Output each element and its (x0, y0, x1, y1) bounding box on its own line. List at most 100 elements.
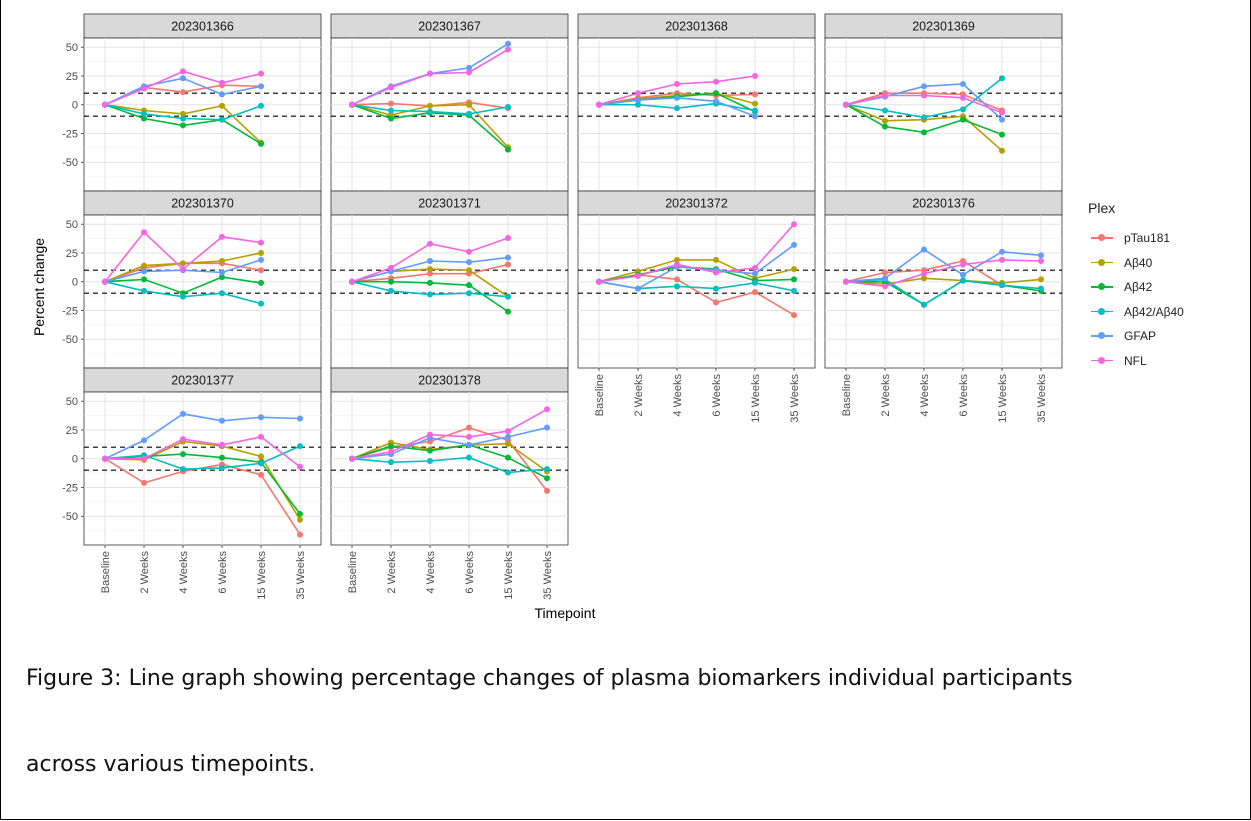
x-tick-label: 6 Weeks (711, 374, 723, 417)
data-point (999, 147, 1005, 154)
panel-202301378: 202301378 Baseline 2 Weeks 4 Weeks 6 Weeks 15… (330, 367, 569, 600)
y-tick-label: 50 (66, 396, 78, 408)
data-point (427, 431, 433, 438)
data-point (505, 261, 511, 268)
data-point (752, 279, 758, 286)
data-point (1038, 258, 1044, 265)
data-point (505, 40, 511, 47)
data-point (882, 117, 888, 124)
x-tick-label: 35 Weeks (789, 374, 801, 423)
panel-strip (330, 367, 569, 393)
data-point (713, 256, 719, 263)
data-point (388, 264, 394, 271)
panel-strip (577, 13, 816, 39)
data-point (752, 107, 758, 114)
legend-key-point (1098, 234, 1105, 242)
data-point (219, 102, 225, 109)
data-point (258, 83, 264, 90)
data-point (635, 97, 641, 104)
data-point (596, 101, 602, 108)
data-point (219, 441, 225, 448)
data-point (297, 443, 303, 450)
panel-title: 202301370 (171, 197, 234, 211)
data-point (752, 113, 758, 120)
series-line-Aβ42 (104, 453, 301, 515)
data-point (427, 102, 433, 109)
data-point (258, 70, 264, 77)
data-point (635, 101, 641, 108)
legend-items: pTau181 Aβ40 Aβ42 Aβ42/Aβ40 GFAP NFL (1088, 226, 1238, 373)
data-point (921, 83, 927, 90)
data-point (466, 259, 472, 266)
legend-label: Aβ42/Aβ40 (1124, 304, 1184, 319)
data-point (141, 110, 147, 117)
data-point (466, 69, 472, 76)
series-line-NFL (351, 408, 548, 460)
data-point (674, 105, 680, 112)
panel-strip (83, 367, 322, 393)
panel-title: 202301372 (665, 197, 728, 211)
data-point (674, 261, 680, 268)
legend-key-point (1098, 258, 1105, 266)
panel-202301367: 202301367 (330, 13, 569, 192)
data-point (466, 424, 472, 431)
panel-plot-area (330, 391, 569, 546)
y-tick-label: -25 (62, 305, 78, 317)
y-tick-label: -50 (62, 511, 78, 523)
legend-item: Aβ42/Aβ40 (1088, 300, 1238, 325)
series-line-GFAP (351, 426, 548, 460)
data-point (674, 276, 680, 283)
x-tick-label: 4 Weeks (425, 551, 437, 594)
data-point (388, 459, 394, 466)
data-point (999, 131, 1005, 138)
data-point (219, 454, 225, 461)
y-tick-label: 0 (72, 100, 78, 112)
panel-title: 202301377 (171, 374, 234, 388)
data-point (882, 275, 888, 282)
series-line-GFAP (845, 248, 1042, 283)
data-point (180, 89, 186, 96)
data-point (882, 269, 888, 276)
legend-key (1088, 257, 1116, 269)
data-point (466, 441, 472, 448)
data-point (752, 72, 758, 79)
data-point (713, 78, 719, 85)
data-point (388, 278, 394, 285)
x-tick-label: 6 Weeks (464, 551, 476, 594)
legend-item: pTau181 (1088, 226, 1238, 251)
data-point (843, 101, 849, 108)
data-point (388, 443, 394, 450)
data-point (596, 278, 602, 285)
data-point (960, 106, 966, 113)
data-point (297, 531, 303, 538)
panel-strip (330, 190, 569, 216)
data-point (141, 276, 147, 283)
x-tick-label: 4 Weeks (178, 551, 190, 594)
data-point (219, 417, 225, 424)
data-point (544, 424, 550, 431)
series-line-Aβ40 (104, 440, 301, 521)
data-point (219, 290, 225, 297)
data-point (505, 254, 511, 261)
data-point (258, 300, 264, 307)
data-point (505, 440, 511, 447)
data-point (427, 108, 433, 115)
data-point (388, 287, 394, 294)
data-point (752, 289, 758, 296)
series-line-Aβ42/Aβ40 (845, 278, 1042, 306)
x-tick-label: Baseline (594, 374, 606, 416)
panel-202301372: 202301372 Baseline 2 Weeks 4 Weeks 6 Weeks 15… (577, 190, 816, 423)
data-point (466, 433, 472, 440)
panel-title: 202301376 (912, 197, 975, 211)
data-point (544, 406, 550, 413)
data-point (882, 283, 888, 290)
x-tick-label: 15 Weeks (750, 374, 762, 423)
data-point (1038, 285, 1044, 292)
data-point (180, 266, 186, 273)
panel-strip (83, 190, 322, 216)
data-point (791, 221, 797, 228)
y-axis-title: Percent change (31, 238, 47, 336)
data-point (258, 249, 264, 256)
data-point (349, 101, 355, 108)
legend-label: Aβ40 (1124, 255, 1153, 270)
